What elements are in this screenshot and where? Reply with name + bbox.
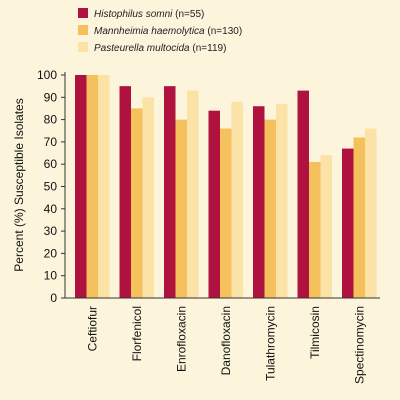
bar-5-2 (320, 155, 332, 298)
x-tick-label-0: Ceftiofur (85, 306, 99, 351)
x-tick-label-5: Tilmicosin (308, 306, 322, 359)
legend-label-1: Mannheimia haemolytica (n=130) (94, 26, 242, 37)
legend-label-2: Pasteurella multocida (n=119) (94, 43, 226, 54)
y-tick-label-5: 50 (44, 180, 58, 194)
x-axis-ticks: Ceftiofur Florfenicol Enrofloxacin Danoflox… (85, 306, 366, 384)
legend-swatch-1 (78, 25, 88, 35)
bar-1-0 (119, 86, 131, 299)
bar-6-1 (353, 137, 365, 298)
x-tick-label-3: Danofloxacin (219, 306, 233, 375)
legend-series-name-0: Histophilus somni (94, 9, 173, 20)
legend: Histophilus somni (n=55) Mannheimia haem… (78, 8, 242, 54)
bar-5-1 (309, 161, 321, 298)
bar-0-2 (98, 75, 110, 298)
bar-1-2 (142, 97, 154, 298)
bar-3-2 (231, 101, 243, 298)
bar-0-1 (86, 75, 98, 298)
bar-6-2 (365, 128, 377, 298)
x-tick-label-2: Enrofloxacin (174, 306, 188, 372)
legend-series-name-1: Mannheimia haemolytica (94, 26, 205, 37)
legend-entry-1: Mannheimia haemolytica (n=130) (78, 25, 242, 37)
legend-series-count-1: (n=130) (207, 26, 242, 37)
y-tick-label-7: 70 (44, 135, 58, 149)
bar-6-0 (342, 148, 354, 298)
bar-4-1 (264, 119, 276, 298)
bars (75, 75, 377, 299)
legend-label-0: Histophilus somni (n=55) (94, 9, 204, 20)
y-tick-label-3: 30 (44, 224, 58, 238)
bar-2-0 (164, 86, 176, 299)
y-tick-label-1: 10 (44, 269, 58, 283)
bar-1-1 (131, 108, 143, 298)
bar-5-0 (297, 90, 309, 298)
legend-series-count-2: (n=119) (192, 43, 226, 54)
y-tick-label-8: 80 (44, 113, 58, 127)
x-tick-label-4: Tulathromycin (263, 306, 277, 381)
bar-0-0 (75, 75, 87, 298)
bar-4-2 (276, 103, 288, 299)
y-tick-label-10: 100 (37, 68, 57, 82)
y-tick-label-2: 20 (44, 246, 58, 260)
bar-2-2 (187, 90, 199, 298)
y-axis-ticks: 0 10 20 30 40 50 60 70 80 90 100 (37, 68, 65, 305)
legend-swatch-2 (78, 42, 88, 52)
bar-4-0 (253, 106, 265, 298)
y-tick-label-4: 40 (44, 202, 58, 216)
legend-entry-0: Histophilus somni (n=55) (78, 8, 204, 20)
bar-2-1 (175, 119, 187, 298)
bar-3-0 (208, 110, 220, 299)
y-axis-label: Percent (%) Susceptible Isolates (12, 98, 26, 271)
y-tick-label-0: 0 (50, 291, 57, 305)
legend-series-name-2: Pasteurella multocida (94, 43, 190, 54)
legend-series-count-0: (n=55) (175, 9, 204, 20)
y-tick-label-6: 60 (44, 157, 58, 171)
x-tick-label-1: Florfenicol (130, 306, 144, 361)
legend-entry-2: Pasteurella multocida (n=119) (78, 42, 226, 54)
legend-swatch-0 (78, 8, 88, 18)
x-tick-label-6: Spectinomycin (352, 306, 366, 384)
bar-3-1 (220, 128, 232, 298)
y-tick-label-9: 90 (44, 90, 58, 104)
axes (64, 72, 380, 299)
